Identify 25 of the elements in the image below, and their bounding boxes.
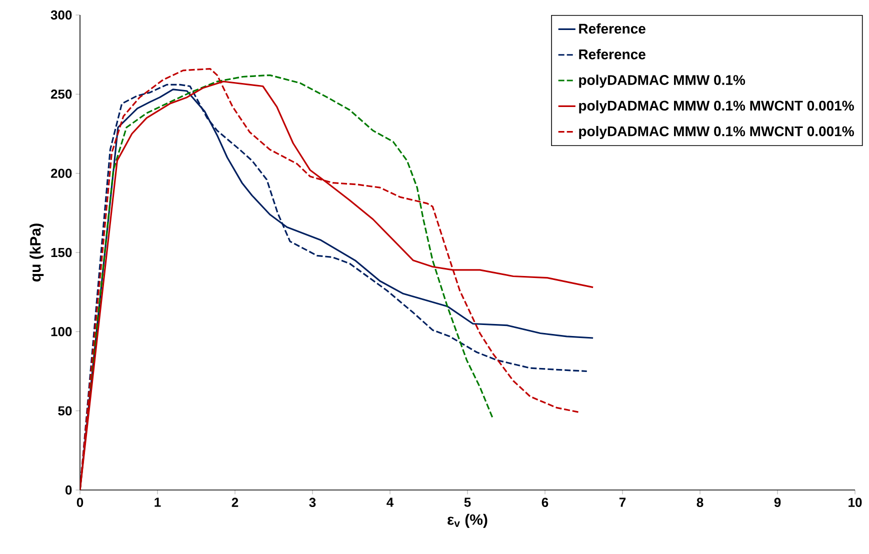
- y-tick-label: 0: [65, 485, 72, 495]
- x-tick-label: 1: [154, 498, 161, 507]
- legend-label: Reference: [579, 49, 646, 60]
- y-tick-label: 150: [51, 248, 72, 258]
- x-tick-label: 4: [386, 498, 394, 507]
- y-tick-label: 250: [50, 90, 72, 99]
- x-axis-title: ε$_{v}$ (%): [448, 514, 488, 528]
- x-tick-label: 2: [232, 498, 238, 507]
- x-tick-label: 6: [542, 498, 548, 508]
- x-tick-label: 10: [848, 498, 862, 508]
- y-tick-label: 200: [50, 168, 72, 178]
- x-tick-label: 9: [774, 498, 781, 508]
- y-tick-label: 50: [58, 406, 72, 416]
- x-tick-label: 8: [696, 498, 704, 508]
- x-tick-label: 7: [619, 498, 626, 507]
- y-tick-label: 300: [50, 10, 72, 20]
- legend-label: polyDADMAC MMW 0.1%: [579, 74, 746, 88]
- x-tick-label: 5: [464, 498, 471, 507]
- x-tick-label: 3: [309, 498, 316, 508]
- y-tick-label: 100: [51, 327, 72, 336]
- y-axis-title: qu (kPa): [30, 224, 44, 282]
- legend-label: Reference: [579, 23, 646, 34]
- legend-label: polyDADMAC MMW 0.1% MWCNT 0.001%: [579, 126, 854, 140]
- x-tick-label: 0: [76, 498, 84, 508]
- legend-label: polyDADMAC MMW 0.1% MWCNT 0.001%: [579, 100, 854, 114]
